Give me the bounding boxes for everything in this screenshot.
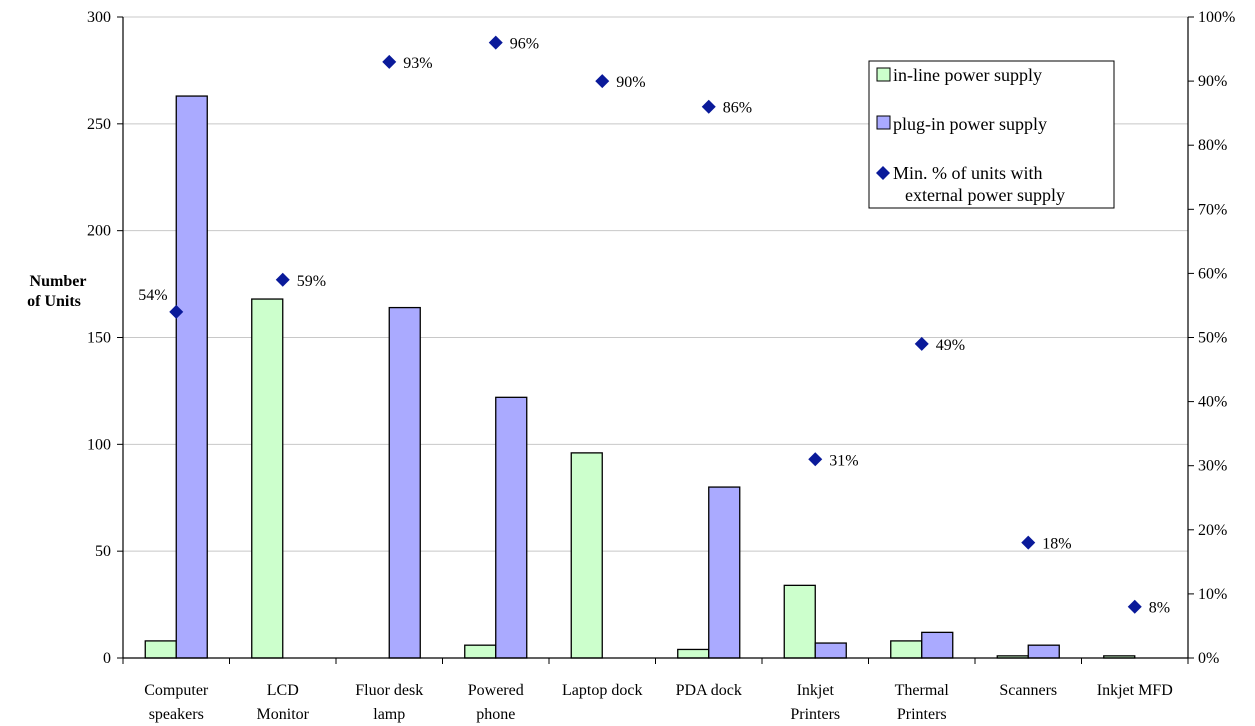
y-tick-label: 50 — [95, 543, 111, 560]
bar-plug-in — [708, 486, 741, 659]
gridlines — [123, 16, 1188, 552]
y2-tick-label: 10% — [1198, 586, 1227, 603]
category-label: Computer — [144, 682, 209, 699]
category-label: Laptop dock — [562, 682, 642, 699]
percentage-label: 59% — [297, 273, 326, 290]
bar-in-line — [783, 584, 816, 659]
y-tick-label: 200 — [87, 223, 111, 240]
bar-plug-in — [388, 306, 421, 659]
y-tick-label: 250 — [87, 116, 111, 133]
bar-in-line — [677, 648, 710, 659]
percentage-label: 96% — [510, 36, 539, 53]
y-tick-label: 0 — [103, 650, 111, 667]
legend-label-plug-in: plug-in power supply — [893, 114, 1047, 134]
percentage-point — [701, 99, 716, 114]
y2-tick-label: 60% — [1198, 265, 1227, 282]
category-label: Monitor — [257, 706, 310, 723]
y2-tick-label: 50% — [1198, 330, 1227, 347]
left-axis-ticks: 0 50 100 150 200 250 300 — [87, 9, 123, 667]
bar-plug-in — [921, 631, 954, 659]
percentage-label: 49% — [936, 337, 965, 354]
bars — [144, 95, 1136, 659]
legend-label-percentage: Min. % of units with — [893, 163, 1043, 183]
category-label: lamp — [373, 706, 405, 723]
y2-tick-label: 90% — [1198, 73, 1227, 90]
legend-label-percentage: external power supply — [905, 185, 1065, 205]
category-label: Scanners — [999, 682, 1057, 699]
percentage-point — [382, 54, 397, 69]
y2-tick-label: 0% — [1198, 650, 1219, 667]
y2-tick-label: 30% — [1198, 458, 1227, 475]
percentage-point — [169, 304, 184, 319]
percentage-label: 18% — [1042, 536, 1071, 553]
bar-plug-in — [175, 95, 208, 659]
bar-in-line — [251, 298, 284, 659]
y-axis-title: Number — [30, 273, 87, 290]
legend-marker-percentage — [876, 166, 890, 180]
category-labels: Computer speakers LCD Monitor Fluor desk lamp… — [144, 682, 1173, 723]
percentage-label: 54% — [138, 287, 167, 304]
y-tick-label: 300 — [87, 9, 111, 26]
percentage-point — [595, 74, 610, 89]
bar-plug-in — [1027, 644, 1060, 659]
y2-tick-label: 80% — [1198, 137, 1227, 154]
category-label: LCD — [267, 682, 299, 699]
y-axis-label: Number of Units — [27, 273, 86, 310]
legend-swatch-in-line — [876, 67, 891, 82]
bar-in-line — [570, 452, 603, 659]
percentage-label: 31% — [829, 452, 858, 469]
category-label: Printers — [897, 706, 947, 723]
category-label: PDA dock — [676, 682, 742, 699]
percentage-points: 54% 59% 93% 96% 90% 86% 31% 49% 18% 8% — [138, 35, 1170, 617]
right-axis-ticks: 0% 10% 20% 30% 40% 50% 60% 70% 80% 90% 100% — [1188, 9, 1235, 667]
y2-tick-label: 100% — [1198, 9, 1235, 26]
percentage-label: 86% — [723, 100, 752, 117]
legend: in-line power supply plug-in power supply… — [868, 60, 1115, 209]
bar-in-line — [144, 640, 177, 659]
category-label: phone — [476, 706, 515, 723]
category-label: Inkjet — [797, 682, 835, 699]
percentage-label: 93% — [403, 55, 432, 72]
percentage-point — [275, 272, 290, 287]
y-tick-label: 100 — [87, 436, 111, 453]
legend-swatch-plug-in — [876, 115, 891, 130]
category-label: Powered — [468, 682, 524, 699]
category-label: Thermal — [895, 682, 950, 699]
category-label: Inkjet MFD — [1097, 682, 1173, 699]
y-axis-title: of Units — [27, 293, 81, 310]
legend-box — [868, 60, 1115, 209]
y2-tick-label: 70% — [1198, 201, 1227, 218]
category-label: speakers — [149, 706, 204, 723]
bar-in-line — [890, 640, 923, 659]
percentage-point — [808, 452, 823, 467]
bar-plug-in — [495, 396, 528, 659]
percentage-label: 90% — [616, 74, 645, 91]
legend-label-in-line: in-line power supply — [893, 65, 1042, 85]
bar-plug-in — [814, 642, 847, 659]
bar-in-line — [464, 644, 497, 659]
category-label: Printers — [790, 706, 840, 723]
percentage-point — [914, 336, 929, 351]
y2-tick-label: 40% — [1198, 394, 1227, 411]
y-tick-label: 150 — [87, 330, 111, 347]
y2-tick-label: 20% — [1198, 522, 1227, 539]
category-label: Fluor desk — [355, 682, 423, 699]
percentage-point — [1127, 599, 1142, 614]
percentage-label: 8% — [1149, 600, 1170, 617]
percentage-point — [488, 35, 503, 50]
percentage-point — [1021, 535, 1036, 550]
